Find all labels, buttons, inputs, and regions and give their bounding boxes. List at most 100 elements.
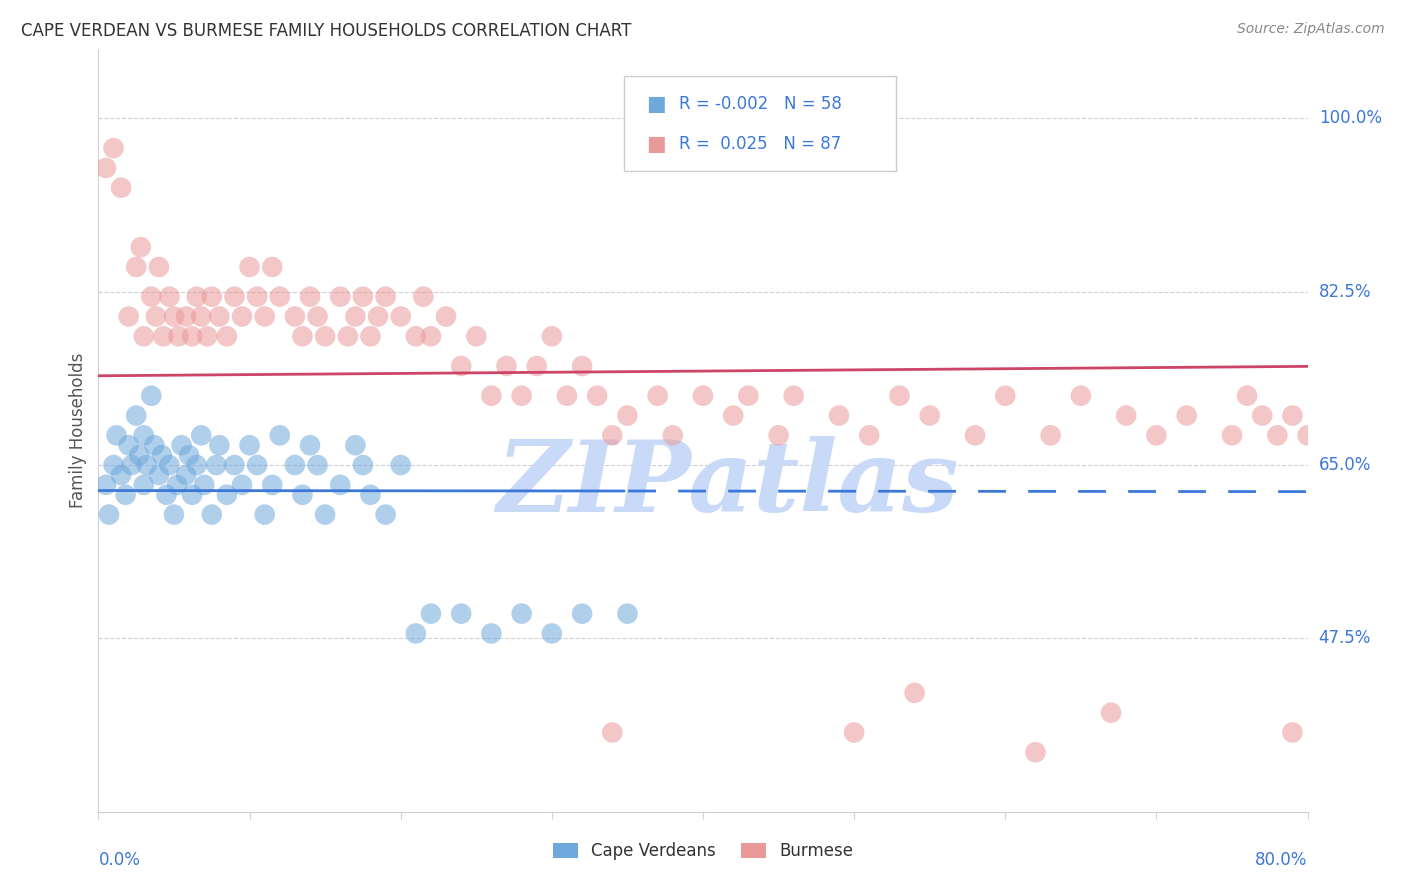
Point (224, 290, 246, 304)
Point (152, 329, 174, 343)
Point (1024, 745, 1046, 759)
Point (647, 389, 669, 403)
Point (201, 508, 224, 522)
Point (481, 626, 503, 640)
Point (1175, 409, 1198, 423)
Point (1039, 428, 1062, 442)
Point (170, 438, 193, 452)
Point (231, 310, 253, 324)
Point (174, 310, 197, 324)
Point (118, 310, 141, 324)
Point (190, 428, 212, 442)
Point (110, 180, 132, 194)
Point (329, 478, 352, 492)
Point (389, 458, 412, 472)
Point (94, 478, 117, 492)
Point (1281, 409, 1303, 423)
Text: 100.0%: 100.0% (1319, 110, 1382, 128)
Point (419, 607, 441, 621)
Point (159, 458, 181, 472)
Point (571, 359, 593, 373)
Point (1236, 389, 1258, 403)
Point (103, 458, 125, 472)
Point (190, 310, 212, 324)
Point (163, 310, 186, 324)
Point (994, 389, 1017, 403)
Text: 0.0%: 0.0% (98, 851, 141, 869)
Point (110, 467, 132, 482)
Text: ■: ■ (647, 94, 666, 114)
Text: Source: ZipAtlas.com: Source: ZipAtlas.com (1237, 22, 1385, 37)
Point (737, 389, 759, 403)
Point (858, 428, 880, 442)
Point (291, 488, 314, 502)
Point (132, 329, 155, 343)
Text: 80.0%: 80.0% (1256, 851, 1308, 869)
Point (239, 438, 262, 452)
Point (555, 389, 578, 403)
Point (1296, 428, 1319, 442)
Point (195, 329, 218, 343)
Point (889, 389, 911, 403)
Point (239, 260, 262, 274)
Text: 82.5%: 82.5% (1319, 283, 1371, 301)
Point (721, 409, 744, 423)
Point (405, 626, 427, 640)
Point (904, 686, 927, 700)
Point (419, 329, 441, 343)
Point (692, 389, 714, 403)
Point (231, 478, 253, 492)
Point (114, 488, 136, 502)
Point (224, 458, 246, 472)
Point (336, 329, 359, 343)
Point (132, 428, 155, 442)
Y-axis label: Family Households: Family Households (69, 352, 87, 508)
Point (352, 290, 374, 304)
Point (540, 329, 562, 343)
Point (616, 607, 638, 621)
Point (844, 725, 866, 739)
Point (495, 359, 517, 373)
Point (98, 508, 121, 522)
Text: ■: ■ (647, 135, 666, 154)
Legend: Cape Verdeans, Burmese: Cape Verdeans, Burmese (544, 833, 862, 868)
Point (1070, 389, 1092, 403)
Point (105, 428, 128, 442)
Point (661, 428, 683, 442)
Point (1115, 409, 1137, 423)
Point (284, 310, 307, 324)
Point (389, 310, 412, 324)
Point (208, 310, 231, 324)
Point (526, 359, 548, 373)
Point (360, 488, 382, 502)
Point (215, 488, 238, 502)
Point (1220, 428, 1243, 442)
Point (246, 458, 269, 472)
Point (782, 389, 804, 403)
Point (329, 290, 352, 304)
Point (215, 329, 238, 343)
Point (291, 329, 314, 343)
Point (155, 488, 177, 502)
Point (299, 438, 322, 452)
Point (141, 290, 163, 304)
Point (128, 448, 150, 462)
Point (181, 488, 204, 502)
Point (307, 458, 329, 472)
Point (166, 478, 188, 492)
Point (253, 310, 276, 324)
Point (828, 409, 851, 423)
Point (314, 329, 336, 343)
Point (145, 310, 167, 324)
Point (768, 428, 790, 442)
Point (412, 290, 434, 304)
Point (143, 438, 166, 452)
Point (125, 260, 148, 274)
Point (201, 290, 224, 304)
Point (262, 260, 284, 274)
Text: 65.0%: 65.0% (1319, 456, 1371, 474)
Point (450, 359, 472, 373)
Point (94, 161, 117, 175)
Point (602, 428, 624, 442)
Point (121, 458, 143, 472)
